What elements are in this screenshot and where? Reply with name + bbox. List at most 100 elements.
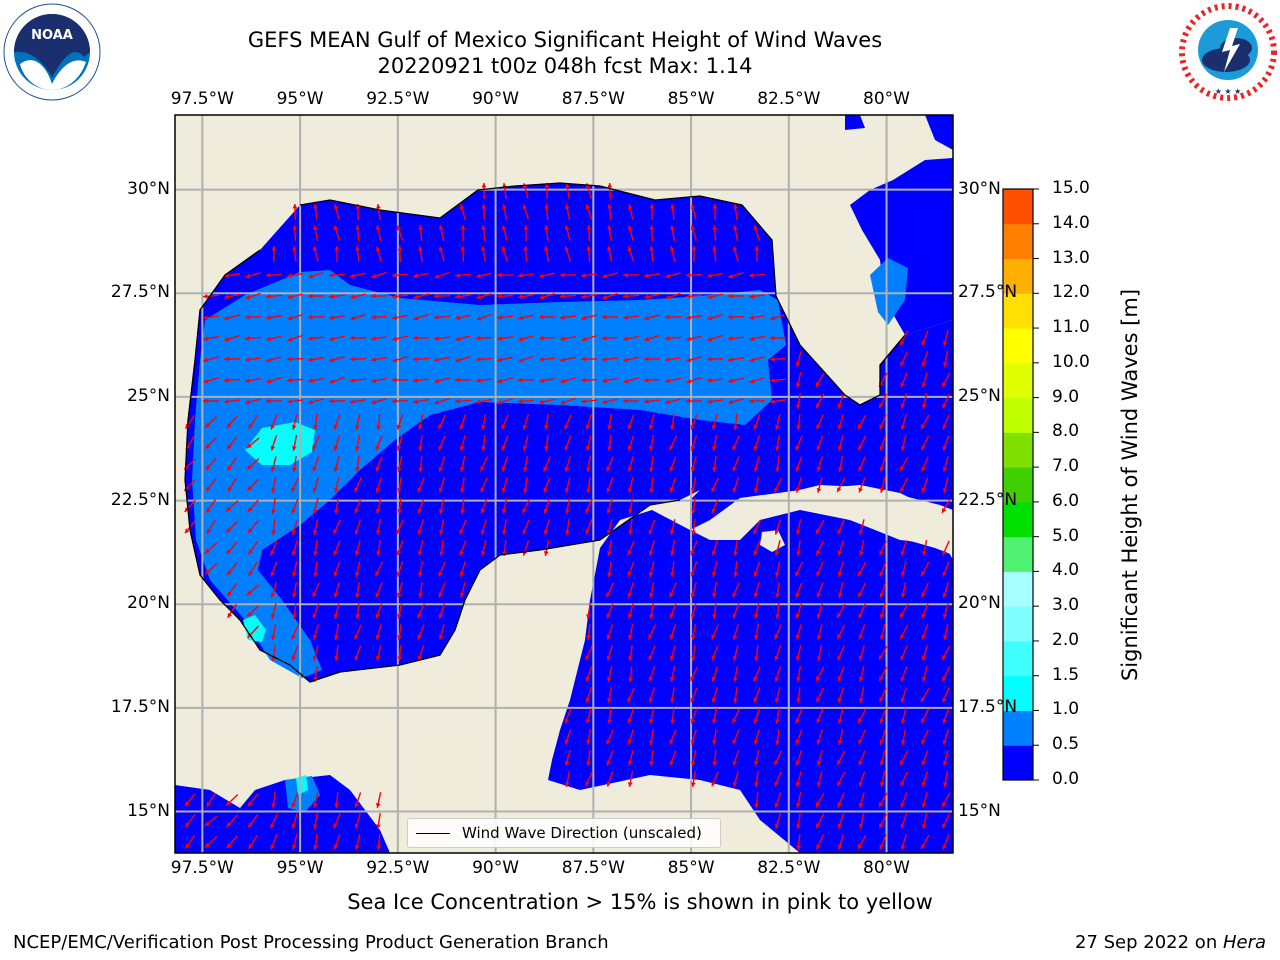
wave-vector-head xyxy=(248,528,253,534)
wave-vector-head xyxy=(564,760,570,766)
wave-vector-head xyxy=(858,570,863,576)
wave-vector-head xyxy=(942,844,947,850)
wave-vector-head xyxy=(245,378,250,384)
wave-vector-head xyxy=(266,272,271,278)
wave-vector-head xyxy=(287,399,292,404)
wave-vector-head xyxy=(206,528,212,534)
wave-vector-head xyxy=(204,821,210,827)
wave-vector-head xyxy=(560,399,566,405)
wave-vector-head xyxy=(774,487,779,493)
colorbar xyxy=(1002,188,1039,781)
colorbar-tick-label: 2.0 xyxy=(1052,629,1080,650)
wave-vector-head xyxy=(581,356,586,362)
wave-vector-head xyxy=(497,272,502,278)
wave-vector-head xyxy=(837,529,842,535)
wave-vector-head xyxy=(606,739,611,745)
wave-vector-head xyxy=(795,655,801,661)
wave-vector-head xyxy=(774,550,780,556)
wave-vector-head xyxy=(480,508,486,514)
wave-vector-head xyxy=(607,183,613,188)
lon-tick-label: 82.5°W xyxy=(757,89,821,109)
wave-vector-head xyxy=(690,592,696,598)
wave-vector-head xyxy=(942,424,947,430)
wave-band-0p5-1m xyxy=(192,270,786,678)
wave-vector-head xyxy=(665,399,671,405)
wave-vector-head xyxy=(900,424,906,430)
colorbar-swatch xyxy=(1003,362,1033,399)
wave-vector-head xyxy=(312,246,318,252)
colorbar-swatch xyxy=(1003,432,1033,468)
lon-tick-label: 95°W xyxy=(276,89,324,109)
wave-vector-head xyxy=(224,377,229,383)
wave-vector-head xyxy=(205,465,211,471)
wave-vector-head xyxy=(418,446,423,451)
wave-vector-head xyxy=(226,800,232,806)
wave-vector-head xyxy=(774,781,779,787)
wave-vector-head xyxy=(355,467,360,472)
wave-vector-head xyxy=(795,361,801,367)
wave-vector-head xyxy=(375,246,381,252)
wave-vector-head xyxy=(816,403,821,409)
wave-vector-head xyxy=(205,842,210,848)
wave-vector-head xyxy=(816,613,822,619)
wave-vector-head xyxy=(481,225,486,230)
wave-vector-head xyxy=(753,529,758,535)
colorbar-swatch xyxy=(1003,328,1033,364)
wave-vector-head xyxy=(518,357,524,363)
wave-vector-head xyxy=(439,530,444,535)
wave-vector-head xyxy=(606,781,612,787)
wave-vector-head xyxy=(607,446,613,451)
wave-vector-head xyxy=(606,466,611,472)
wave-vector-head xyxy=(816,697,821,703)
wave-vector-head xyxy=(690,571,696,577)
wave-vector-head xyxy=(921,739,926,745)
wave-vector-head xyxy=(816,676,821,682)
wave-vector-head xyxy=(733,204,738,209)
wave-vector-head xyxy=(921,445,926,451)
wave-vector-head xyxy=(203,378,209,384)
wave-vector-head xyxy=(753,613,759,619)
wave-vector-head xyxy=(371,293,376,299)
wave-vector-head xyxy=(879,801,884,807)
wave-vector-head xyxy=(712,225,718,230)
wave-vector-head xyxy=(942,445,948,451)
wave-vector-head xyxy=(206,486,211,492)
wave-vector-head xyxy=(879,654,884,660)
wave-vector-head xyxy=(586,467,591,472)
wave-vector-head xyxy=(749,336,755,342)
wave-vector-head xyxy=(749,294,754,299)
wave-vector-head xyxy=(266,398,271,404)
wave-vector-head xyxy=(434,314,439,320)
wave-vector-head xyxy=(455,315,460,321)
wave-vector-head xyxy=(879,466,885,472)
wave-vector-head xyxy=(246,443,252,449)
wave-vector-head xyxy=(333,571,339,577)
lat-tick-label: 22.5°N xyxy=(958,489,1018,510)
wave-vector-head xyxy=(185,822,190,828)
wave-vector-head xyxy=(481,246,486,251)
wave-vector-head xyxy=(270,466,276,472)
wave-vector-head xyxy=(438,571,443,577)
wave-vector-head xyxy=(749,378,755,384)
lon-tick-label: 87.5°W xyxy=(561,89,625,109)
wave-vector-head xyxy=(606,655,612,661)
wave-vector-head xyxy=(690,613,696,619)
wave-vector-head xyxy=(585,655,590,661)
wave-vector-head xyxy=(266,357,272,363)
sea-ice-note: Sea Ice Concentration > 15% is shown in … xyxy=(347,890,933,914)
wave-vector-head xyxy=(308,293,313,299)
chart-title-line1: GEFS MEAN Gulf of Mexico Significant Hei… xyxy=(247,28,883,52)
wave-vector-head xyxy=(795,718,800,724)
wave-vector-head xyxy=(586,246,592,251)
wave-vector-head xyxy=(858,529,864,535)
wave-vector-head xyxy=(858,698,864,703)
wave-vector-head xyxy=(669,592,674,598)
wave-vector-head xyxy=(333,529,338,535)
footer-date-text: 27 Sep 2022 on xyxy=(1075,932,1223,953)
wave-vector-head xyxy=(669,739,674,745)
wave-vector-head xyxy=(627,592,633,598)
wave-vector-head xyxy=(291,424,297,430)
wave-vector-head xyxy=(501,445,506,451)
wave-vector-head xyxy=(270,823,275,829)
wave-vector-head xyxy=(438,634,444,640)
